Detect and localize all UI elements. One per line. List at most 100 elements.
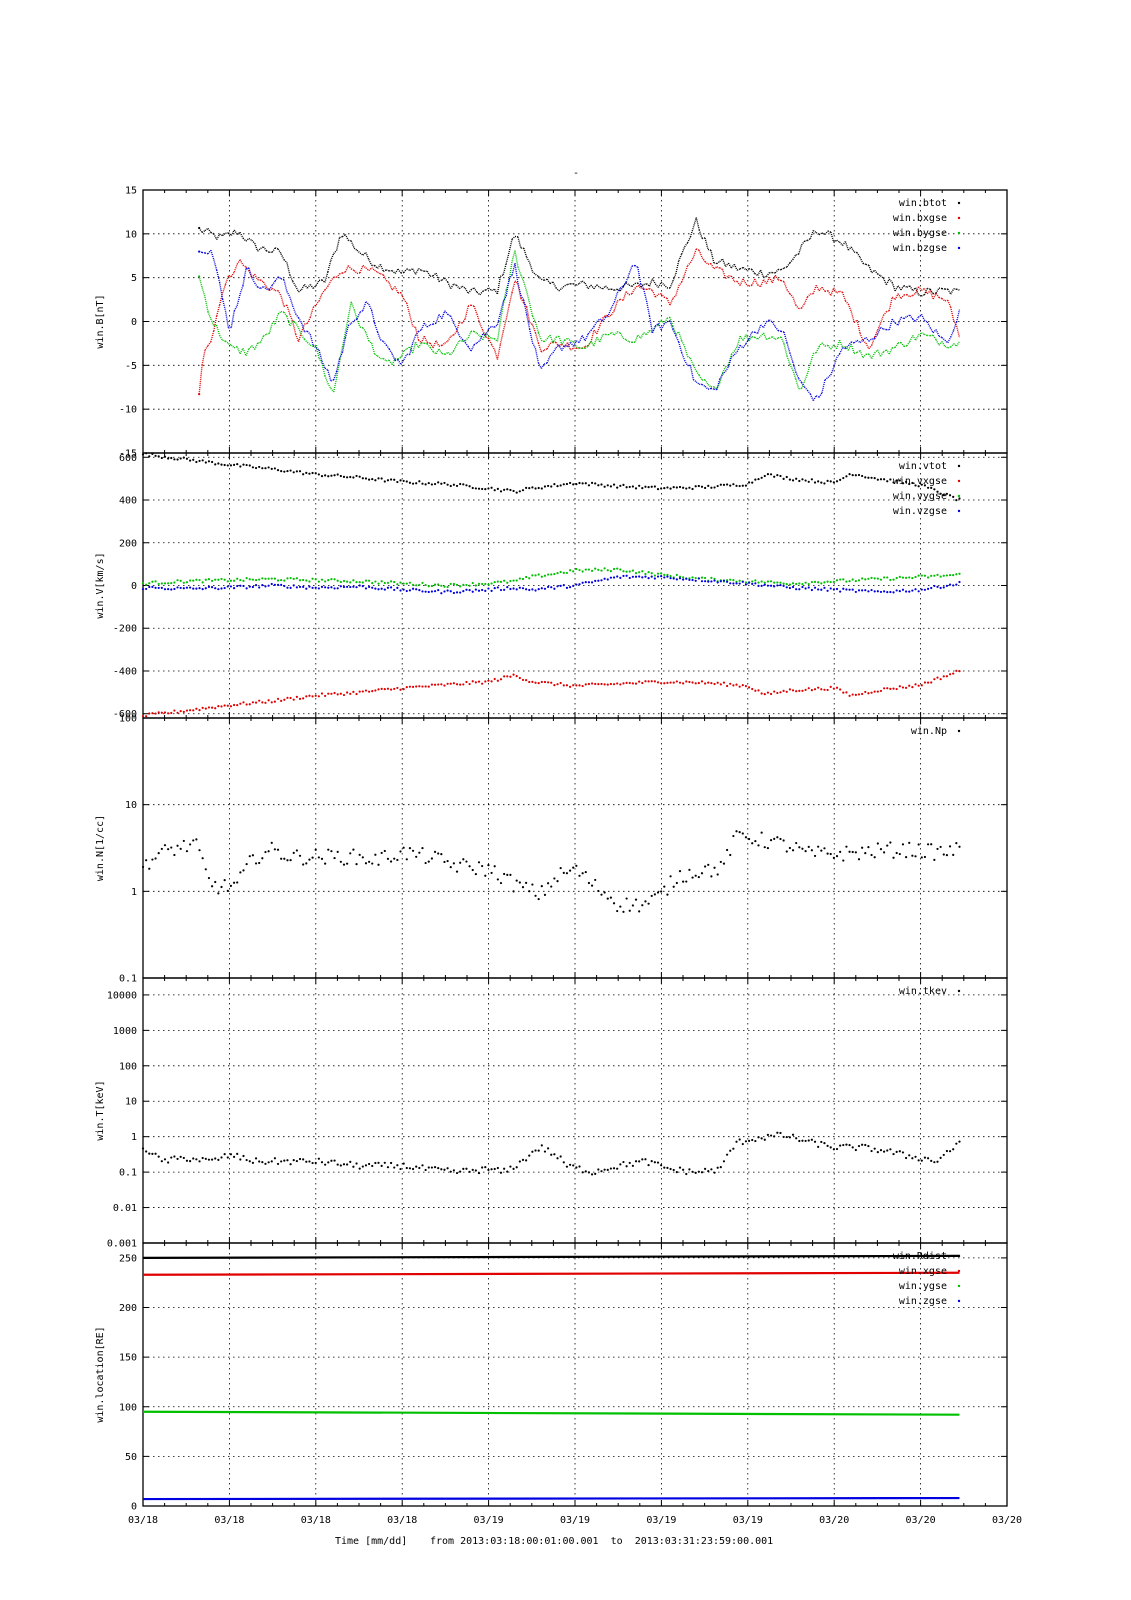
series-point (437, 481, 440, 484)
series-point (710, 576, 713, 579)
series-point (691, 681, 694, 684)
series-point (612, 1167, 616, 1170)
series-point (581, 335, 586, 342)
series-point (958, 670, 961, 673)
series-point (242, 264, 247, 268)
series-point (523, 281, 528, 292)
series-point (477, 582, 481, 585)
series-point (605, 314, 609, 318)
series-point (619, 568, 622, 571)
series-point (182, 710, 185, 713)
series-point (217, 705, 220, 708)
series-point (424, 861, 427, 865)
series-point (537, 275, 542, 280)
series-point (455, 484, 459, 488)
series-point (218, 282, 224, 300)
series-point (628, 265, 633, 275)
series-point (170, 846, 173, 849)
series-point (929, 288, 934, 295)
series-point (476, 313, 481, 324)
series-point (430, 857, 434, 860)
series-point (821, 286, 826, 292)
series-point (698, 229, 703, 239)
series-point (258, 1160, 261, 1163)
series-point (405, 589, 408, 593)
series-point (870, 691, 873, 694)
series-point (882, 277, 888, 285)
series-point (879, 351, 885, 357)
series-point (352, 848, 355, 851)
series-point (261, 467, 264, 470)
series-point (634, 682, 638, 685)
series-point (210, 885, 214, 888)
series-point (850, 344, 855, 354)
series-point (948, 583, 952, 586)
series-point (424, 342, 428, 345)
series-point (534, 681, 537, 684)
series-point (511, 280, 516, 293)
series-point (204, 461, 207, 464)
series-point (271, 247, 276, 253)
series-point (342, 585, 346, 589)
series-point (371, 267, 376, 271)
series-point (700, 580, 704, 583)
series-point (616, 575, 619, 578)
series-point (565, 872, 569, 875)
series-point (713, 266, 718, 270)
series-point (883, 1150, 886, 1153)
series-point (948, 1150, 952, 1153)
series-point (754, 478, 757, 481)
series-point (716, 873, 719, 876)
series-point (236, 584, 239, 588)
series-point (725, 262, 729, 268)
series-point (952, 1148, 955, 1151)
series-point (277, 248, 282, 255)
series-point (868, 265, 873, 273)
series-point (511, 235, 516, 240)
series-point (859, 257, 864, 264)
series-point (295, 322, 300, 329)
series-point (362, 251, 367, 256)
series-point (883, 478, 886, 481)
series-point (295, 1159, 298, 1163)
series-point (926, 321, 931, 329)
series-point (503, 675, 506, 678)
series-point (302, 585, 305, 588)
series-point (895, 687, 898, 691)
series-point (885, 349, 890, 355)
series-point (396, 586, 399, 589)
series-point (157, 582, 160, 586)
series-point (371, 310, 376, 324)
series-point (785, 690, 788, 693)
series-point (459, 585, 462, 588)
series-point (606, 1168, 609, 1171)
legend-marker (957, 231, 961, 235)
series-point (380, 477, 383, 480)
series-point (321, 362, 326, 376)
series-point (760, 476, 763, 479)
series-point (267, 699, 270, 702)
series-point (471, 868, 474, 872)
series-point (195, 587, 198, 590)
series-point (236, 293, 241, 306)
series-point (730, 263, 735, 269)
series-point (710, 387, 715, 390)
series-point (339, 272, 343, 275)
series-point (584, 683, 587, 686)
series-point (625, 897, 628, 900)
series-point (773, 585, 776, 588)
series-line (142, 1410, 960, 1416)
series-point (222, 232, 226, 237)
series-point (616, 567, 619, 570)
series-point (596, 284, 601, 288)
series-point (364, 587, 368, 590)
series-point (810, 1138, 813, 1141)
series-point (236, 881, 239, 884)
series-point (487, 487, 490, 490)
series-point (760, 324, 765, 329)
series-win-bygse (198, 250, 961, 393)
series-point (435, 340, 440, 347)
series-point (359, 252, 364, 256)
series-point (499, 580, 503, 583)
series-point (295, 313, 300, 319)
